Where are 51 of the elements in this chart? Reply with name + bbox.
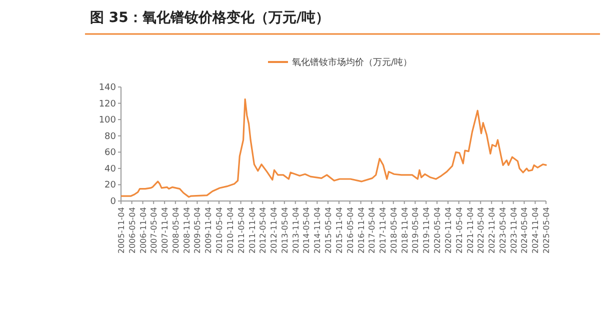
x-tick-label: 2018-11-04 (400, 207, 410, 254)
x-tick-label: 2022-11-04 (488, 207, 497, 254)
chart-title: 图 35：氧化镨钕价格变化（万元/吨） (90, 9, 330, 26)
x-tick-label: 2025-05-04 (542, 207, 551, 254)
x-tick-label: 2011-11-04 (248, 207, 257, 254)
x-tick-label: 2017-11-04 (378, 207, 388, 254)
x-tick-label: 2021-11-04 (466, 207, 475, 254)
x-tick-label: 2020-11-04 (444, 207, 453, 254)
x-tick-label: 2006-11-04 (138, 207, 148, 254)
x-tick-label: 2021-05-04 (454, 207, 464, 254)
x-tick-label: 2008-11-04 (182, 207, 192, 254)
y-tick-label: 0 (110, 197, 116, 207)
y-tick-label: 60 (104, 148, 116, 158)
x-tick-label: 2018-05-04 (389, 207, 398, 254)
x-tick-label: 2006-05-04 (128, 207, 137, 254)
x-tick-label: 2014-11-04 (313, 207, 322, 254)
x-tick-label: 2019-11-04 (422, 207, 432, 254)
y-tick-label: 20 (104, 180, 116, 191)
x-tick-label: 2013-11-04 (291, 207, 300, 254)
x-tick-label: 2015-05-04 (324, 207, 333, 254)
x-tick-label: 2023-11-04 (509, 207, 518, 254)
y-tick-label: 120 (98, 99, 116, 110)
x-tick-label: 2019-05-04 (411, 207, 420, 254)
x-tick-label: 2017-05-04 (368, 207, 377, 254)
x-tick-label: 2009-11-04 (204, 207, 214, 254)
x-tick-label: 2005-11-04 (117, 207, 126, 254)
x-tick-label: 2011-05-04 (236, 207, 246, 254)
x-tick-label: 2012-11-04 (270, 207, 279, 254)
y-tick-label: 140 (98, 83, 116, 93)
x-tick-label: 2016-11-04 (356, 207, 366, 254)
x-tick-label: 2020-05-04 (433, 207, 442, 254)
y-tick-label: 40 (104, 164, 116, 174)
x-tick-label: 2009-05-04 (193, 207, 202, 254)
x-tick-label: 2024-11-04 (531, 207, 540, 254)
x-tick-label: 2016-05-04 (346, 207, 355, 254)
y-tick-label: 80 (104, 132, 116, 142)
x-tick-label: 2024-05-04 (520, 207, 530, 254)
x-tick-label: 2007-05-04 (150, 207, 159, 254)
y-tick-label: 100 (98, 116, 116, 126)
legend-label: 氧化镨钕市场均价（万元/吨） (292, 57, 412, 68)
x-tick-label: 2007-11-04 (160, 207, 170, 254)
line-series (120, 98, 548, 198)
x-tick-label: 2010-11-04 (226, 207, 235, 254)
x-tick-label: 2014-05-04 (302, 207, 312, 254)
x-tick-label: 2008-05-04 (171, 207, 180, 254)
x-tick-label: 2022-05-04 (476, 207, 486, 254)
x-tick-label: 2013-05-04 (280, 207, 290, 254)
x-tick-label: 2012-05-04 (258, 207, 268, 254)
x-tick-label: 2015-11-04 (334, 207, 344, 254)
x-tick-label: 2023-05-04 (498, 207, 508, 254)
x-tick-label: 2010-05-04 (215, 207, 224, 254)
